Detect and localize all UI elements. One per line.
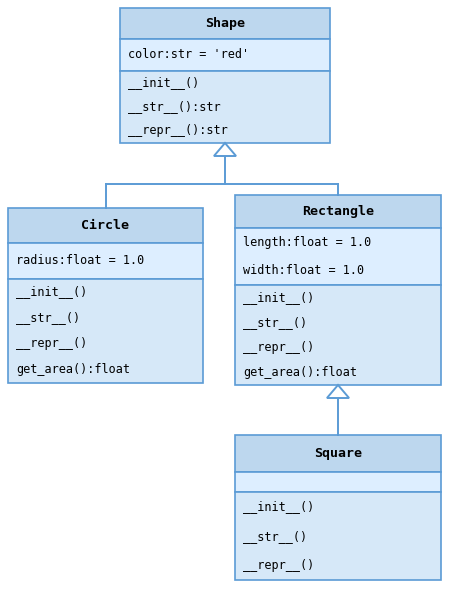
Bar xyxy=(8,243,203,279)
Text: __str__(): __str__() xyxy=(243,316,307,329)
Text: __str__():str: __str__():str xyxy=(128,100,220,113)
Text: __repr__():str: __repr__():str xyxy=(128,125,228,138)
Text: __repr__(): __repr__() xyxy=(243,341,314,354)
Bar xyxy=(8,279,203,383)
Bar xyxy=(235,472,441,492)
Bar xyxy=(120,71,330,143)
Text: __init__(): __init__() xyxy=(16,285,87,299)
Text: Rectangle: Rectangle xyxy=(302,205,374,218)
Text: Square: Square xyxy=(314,447,362,460)
Bar xyxy=(8,208,203,243)
Text: __str__(): __str__() xyxy=(243,530,307,543)
Bar xyxy=(235,285,441,385)
Bar xyxy=(120,8,330,39)
Bar xyxy=(235,195,441,228)
Text: Shape: Shape xyxy=(205,17,245,30)
Text: radius:float = 1.0: radius:float = 1.0 xyxy=(16,254,144,267)
Text: length:float = 1.0: length:float = 1.0 xyxy=(243,236,371,249)
Text: __repr__(): __repr__() xyxy=(243,559,314,572)
Text: width:float = 1.0: width:float = 1.0 xyxy=(243,264,364,277)
Text: color:str = 'red': color:str = 'red' xyxy=(128,48,249,61)
Text: __str__(): __str__() xyxy=(16,311,80,324)
Polygon shape xyxy=(327,385,349,398)
Text: Circle: Circle xyxy=(82,219,129,232)
Bar xyxy=(235,228,441,285)
Text: get_area():float: get_area():float xyxy=(243,366,357,379)
Bar xyxy=(235,492,441,580)
Text: __repr__(): __repr__() xyxy=(16,337,87,350)
Polygon shape xyxy=(214,143,236,156)
Text: get_area():float: get_area():float xyxy=(16,364,130,377)
Text: __init__(): __init__() xyxy=(243,501,314,514)
Text: __init__(): __init__() xyxy=(128,76,199,89)
Bar xyxy=(120,39,330,71)
Bar xyxy=(235,435,441,472)
Text: __init__(): __init__() xyxy=(243,291,314,304)
